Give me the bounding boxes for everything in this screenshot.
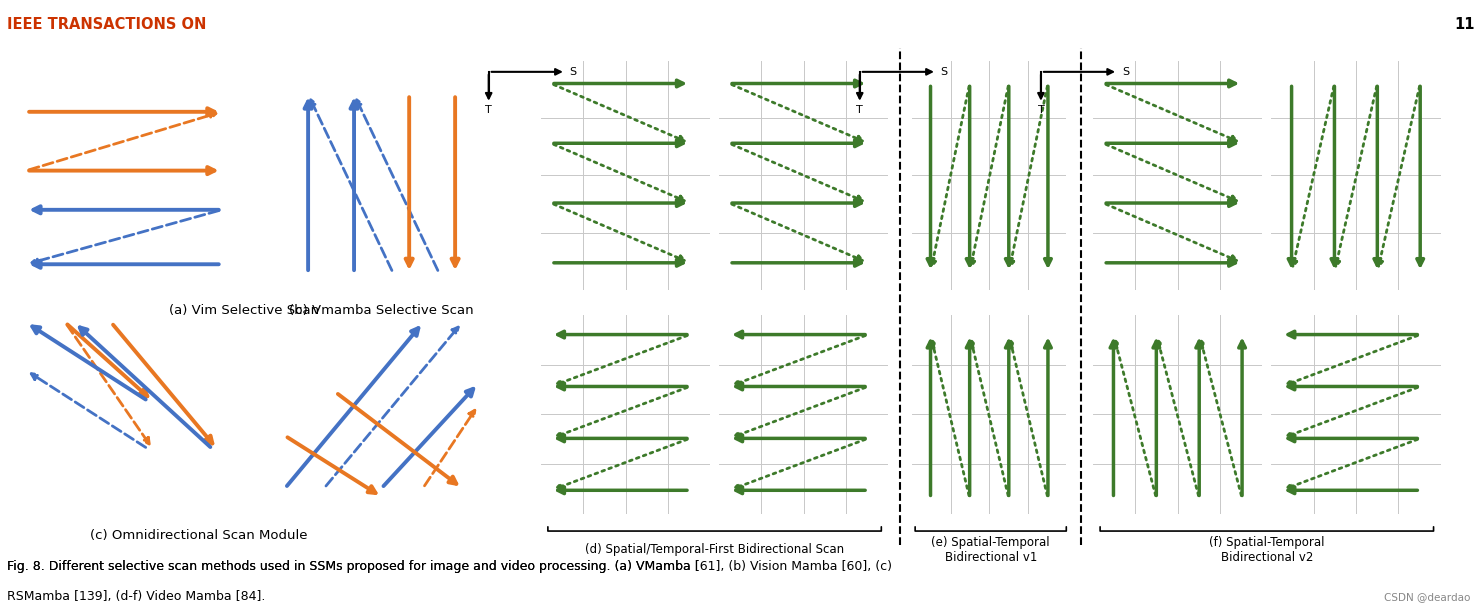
Text: RSMamba [139], (d-f) Video Mamba [84].: RSMamba [139], (d-f) Video Mamba [84]. — [7, 590, 265, 603]
Text: (e) Spatial-Temporal
Bidirectional v1: (e) Spatial-Temporal Bidirectional v1 — [931, 535, 1051, 564]
Text: IEEE TRANSACTIONS ON: IEEE TRANSACTIONS ON — [7, 17, 207, 31]
Text: (a) Vim Selective Scan: (a) Vim Selective Scan — [169, 304, 320, 317]
Text: (c) Omnidirectional Scan Module: (c) Omnidirectional Scan Module — [90, 529, 308, 542]
Text: S: S — [569, 67, 576, 77]
Text: CSDN @deardao: CSDN @deardao — [1384, 592, 1470, 602]
Text: 11: 11 — [1454, 17, 1475, 31]
Text: S: S — [1122, 67, 1129, 77]
Text: (b) Vmamba Selective Scan: (b) Vmamba Selective Scan — [289, 304, 474, 317]
Text: T: T — [857, 105, 863, 116]
Text: Fig. 8. Different selective scan methods used in SSMs proposed for image and vid: Fig. 8. Different selective scan methods… — [7, 560, 700, 572]
Text: Fig. 8. Different selective scan methods used in SSMs proposed for image and vid: Fig. 8. Different selective scan methods… — [7, 560, 892, 572]
Text: T: T — [485, 105, 492, 116]
Text: (f) Spatial-Temporal
Bidirectional v2: (f) Spatial-Temporal Bidirectional v2 — [1209, 535, 1325, 564]
Text: S: S — [941, 67, 948, 77]
Text: T: T — [1037, 105, 1045, 116]
Text: (d) Spatial/Temporal-First Bidirectional Scan: (d) Spatial/Temporal-First Bidirectional… — [585, 543, 845, 556]
